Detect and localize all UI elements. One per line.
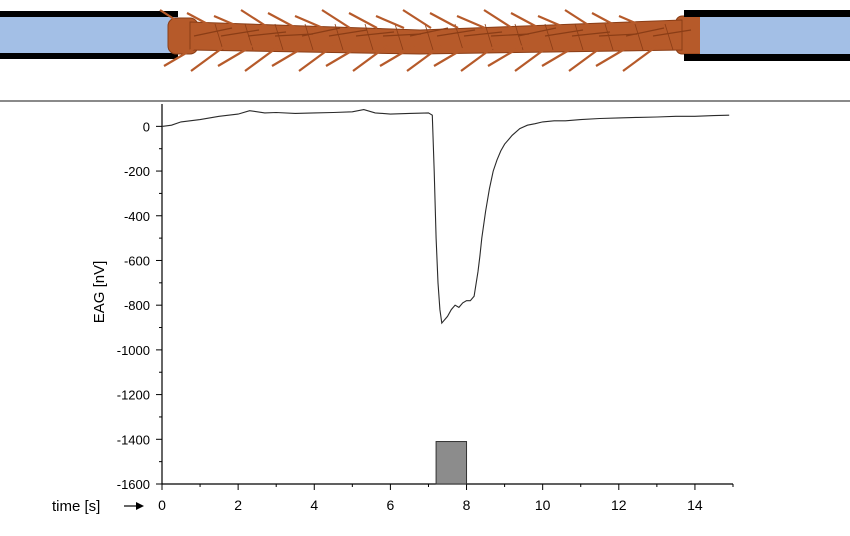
x-tick-label: 14 [687, 497, 703, 513]
eag-trace-line [161, 109, 730, 325]
x-tick-label: 4 [310, 497, 318, 513]
y-axis-label: EAG [nV] [91, 261, 108, 324]
arrow-right-icon [124, 502, 144, 510]
y-tick-label: -1000 [117, 343, 150, 358]
x-tick-label: 8 [463, 497, 471, 513]
x-tick-label: 0 [158, 497, 166, 513]
illustration-panel [0, 9, 850, 102]
y-tick-label: -800 [124, 298, 150, 313]
x-axis-label: time [s] [52, 498, 100, 515]
insect-antenna-icon [159, 9, 707, 72]
x-tick-label: 6 [387, 497, 395, 513]
x-tick-label: 10 [535, 497, 551, 513]
y-tick-label: -200 [124, 164, 150, 179]
left-capillary-icon [0, 11, 178, 59]
x-axis-ticks: 0 2 4 6 8 10 12 14 [158, 484, 734, 513]
y-tick-label: -1200 [117, 388, 150, 403]
y-tick-label: -400 [124, 209, 150, 224]
x-tick-label: 12 [611, 497, 627, 513]
x-tick-label: 2 [234, 497, 242, 513]
right-capillary-icon [684, 10, 850, 61]
chart-axes [161, 104, 733, 485]
stimulus-bar [435, 441, 468, 485]
y-tick-label: 0 [143, 119, 150, 134]
y-axis-ticks: 0 -200 -400 -600 -800 -1000 -1200 -1400 -1600 [117, 119, 162, 492]
y-tick-label: -600 [124, 253, 150, 268]
eag-chart: 0 -200 -400 -600 -800 -1000 -1200 -1400 -1600 0 2… [52, 104, 734, 515]
y-tick-label: -1400 [117, 432, 150, 447]
y-tick-label: -1600 [117, 477, 150, 492]
